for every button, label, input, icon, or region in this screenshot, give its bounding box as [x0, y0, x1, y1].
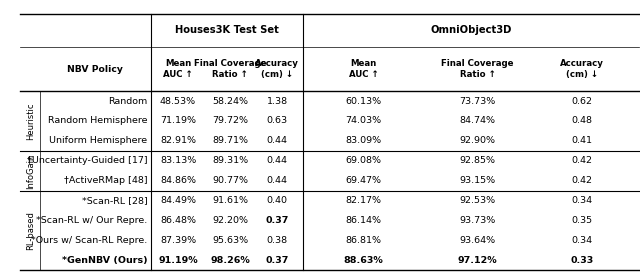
Text: †ActiveRMap [48]: †ActiveRMap [48] — [64, 176, 147, 185]
Text: 0.40: 0.40 — [267, 196, 288, 205]
Text: Accuracy
(cm) ↓: Accuracy (cm) ↓ — [560, 59, 604, 79]
Text: 92.53%: 92.53% — [460, 196, 496, 205]
Text: 86.48%: 86.48% — [160, 216, 196, 225]
Text: 0.41: 0.41 — [572, 136, 592, 145]
Text: 0.34: 0.34 — [571, 236, 592, 245]
Text: Final Coverage
Ratio ↑: Final Coverage Ratio ↑ — [194, 59, 266, 79]
Text: Houses3K Test Set: Houses3K Test Set — [175, 25, 279, 35]
Text: 98.26%: 98.26% — [210, 256, 250, 265]
Text: 48.53%: 48.53% — [160, 97, 196, 105]
Text: 84.74%: 84.74% — [460, 116, 496, 126]
Text: 93.15%: 93.15% — [460, 176, 496, 185]
Text: 0.37: 0.37 — [266, 256, 289, 265]
Text: 92.85%: 92.85% — [460, 156, 496, 165]
Text: 0.63: 0.63 — [267, 116, 288, 126]
Text: 79.72%: 79.72% — [212, 116, 248, 126]
Text: Final Coverage
Ratio ↑: Final Coverage Ratio ↑ — [442, 59, 514, 79]
Text: *GenNBV (Ours): *GenNBV (Ours) — [62, 256, 147, 265]
Text: 92.20%: 92.20% — [212, 216, 248, 225]
Text: 86.14%: 86.14% — [346, 216, 381, 225]
Text: Random: Random — [108, 97, 147, 105]
Text: 90.77%: 90.77% — [212, 176, 248, 185]
Text: 93.64%: 93.64% — [460, 236, 496, 245]
Text: 0.44: 0.44 — [267, 156, 288, 165]
Text: 69.47%: 69.47% — [346, 176, 381, 185]
Text: Mean
AUC ↑: Mean AUC ↑ — [349, 59, 378, 79]
Text: Heuristic: Heuristic — [26, 102, 35, 140]
Text: †Uncertainty-Guided [17]: †Uncertainty-Guided [17] — [27, 156, 147, 165]
Text: 58.24%: 58.24% — [212, 97, 248, 105]
Text: 73.73%: 73.73% — [460, 97, 496, 105]
Text: 0.34: 0.34 — [571, 196, 592, 205]
Text: 60.13%: 60.13% — [346, 97, 381, 105]
Text: 88.63%: 88.63% — [344, 256, 383, 265]
Text: 0.42: 0.42 — [572, 156, 592, 165]
Text: 71.19%: 71.19% — [160, 116, 196, 126]
Text: 74.03%: 74.03% — [346, 116, 381, 126]
Text: RL-based: RL-based — [26, 211, 35, 250]
Text: Mean
AUC ↑: Mean AUC ↑ — [163, 59, 193, 79]
Text: 0.35: 0.35 — [571, 216, 592, 225]
Text: 91.19%: 91.19% — [158, 256, 198, 265]
Text: 0.44: 0.44 — [267, 176, 288, 185]
Text: 87.39%: 87.39% — [160, 236, 196, 245]
Text: 82.91%: 82.91% — [160, 136, 196, 145]
Text: Random Hemisphere: Random Hemisphere — [48, 116, 147, 126]
Text: *Scan-RL w/ Our Repre.: *Scan-RL w/ Our Repre. — [36, 216, 147, 225]
Text: 69.08%: 69.08% — [346, 156, 381, 165]
Text: 84.49%: 84.49% — [160, 196, 196, 205]
Text: 97.12%: 97.12% — [458, 256, 497, 265]
Text: 0.44: 0.44 — [267, 136, 288, 145]
Text: *Ours w/ Scan-RL Repre.: *Ours w/ Scan-RL Repre. — [31, 236, 147, 245]
Text: *Scan-RL [28]: *Scan-RL [28] — [82, 196, 147, 205]
Text: 82.17%: 82.17% — [346, 196, 381, 205]
Text: 0.33: 0.33 — [570, 256, 593, 265]
Text: InfoGain: InfoGain — [26, 153, 35, 189]
Text: 83.09%: 83.09% — [346, 136, 381, 145]
Text: 0.42: 0.42 — [572, 176, 592, 185]
Text: 0.62: 0.62 — [572, 97, 592, 105]
Text: 84.86%: 84.86% — [160, 176, 196, 185]
Text: 0.37: 0.37 — [266, 216, 289, 225]
Text: 86.81%: 86.81% — [346, 236, 381, 245]
Text: 89.71%: 89.71% — [212, 136, 248, 145]
Text: Uniform Hemisphere: Uniform Hemisphere — [49, 136, 147, 145]
Text: 93.73%: 93.73% — [460, 216, 496, 225]
Text: 1.38: 1.38 — [267, 97, 288, 105]
Text: 83.13%: 83.13% — [160, 156, 196, 165]
Text: 95.63%: 95.63% — [212, 236, 248, 245]
Text: 92.90%: 92.90% — [460, 136, 496, 145]
Text: Accuracy
(cm) ↓: Accuracy (cm) ↓ — [255, 59, 300, 79]
Text: 0.38: 0.38 — [267, 236, 288, 245]
Text: NBV Policy: NBV Policy — [67, 65, 124, 73]
Text: 91.61%: 91.61% — [212, 196, 248, 205]
Text: OmniObject3D: OmniObject3D — [430, 25, 512, 35]
Text: 89.31%: 89.31% — [212, 156, 248, 165]
Text: 0.48: 0.48 — [572, 116, 592, 126]
